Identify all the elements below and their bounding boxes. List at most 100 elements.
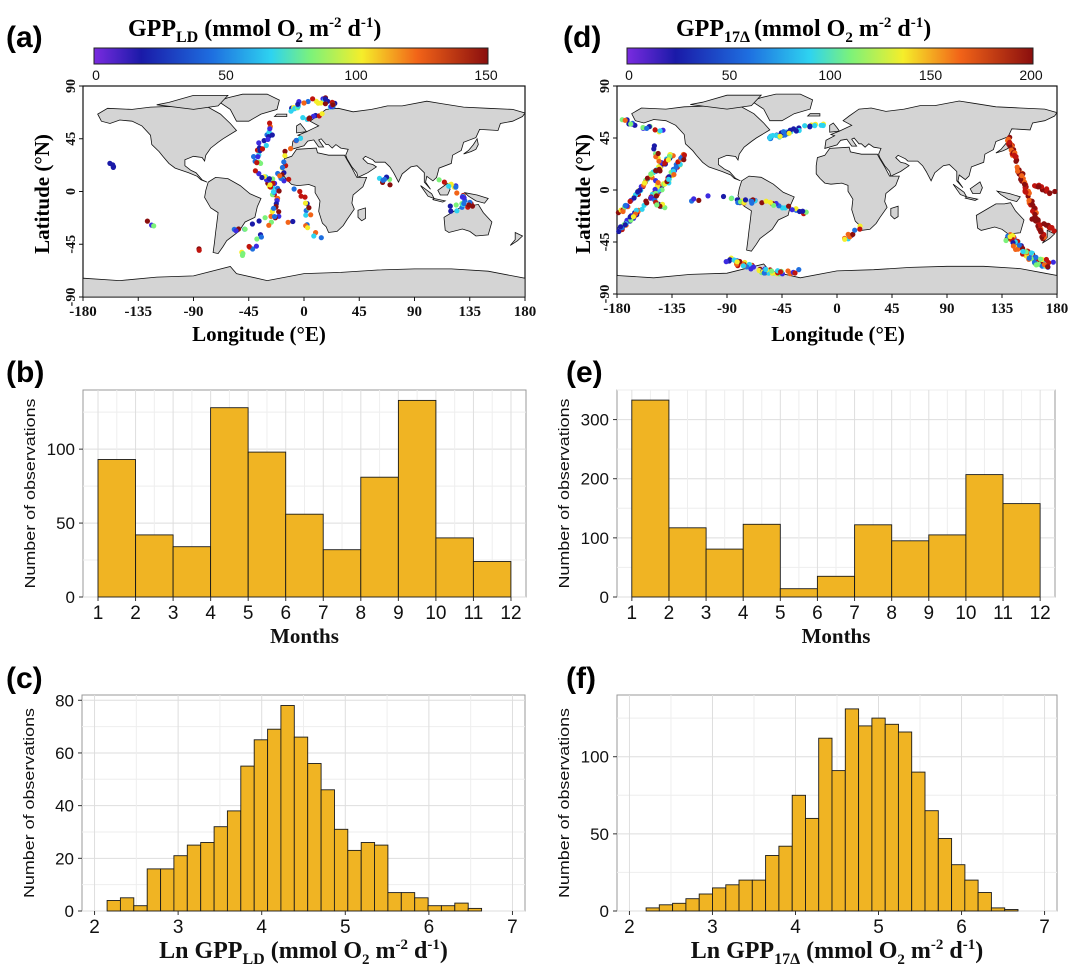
observation-point <box>622 222 628 228</box>
landmass <box>463 192 489 204</box>
observation-point <box>622 117 628 123</box>
observation-point <box>627 198 633 204</box>
observation-point <box>276 188 282 194</box>
y-tick-label: 0 <box>66 588 75 607</box>
y-tick-label: 300 <box>581 411 609 430</box>
observation-point <box>306 205 312 211</box>
landmass <box>282 147 368 233</box>
histogram-c: 0 20 40 60 80 2 3 4 5 6 7 Number of observations Ln … <box>21 691 526 964</box>
observation-point <box>265 136 271 142</box>
observation-point <box>852 227 858 233</box>
histogram-bar <box>293 736 309 912</box>
observation-point <box>319 111 325 117</box>
histogram-bar <box>924 810 939 912</box>
landmass <box>357 207 366 222</box>
observation-point <box>842 236 848 242</box>
map-x-tick-label: 45 <box>352 304 367 320</box>
observation-point <box>310 113 316 119</box>
observation-point <box>1026 198 1032 204</box>
observation-point <box>271 214 278 220</box>
observation-point <box>254 160 260 166</box>
observation-point <box>780 129 787 135</box>
observation-point <box>306 115 313 121</box>
map-y-tick-label: -45 <box>64 235 79 254</box>
y-axis-label: Number of observations <box>556 399 573 589</box>
histogram-bar <box>186 844 202 912</box>
observation-point <box>253 243 259 249</box>
observation-point <box>763 266 769 272</box>
observation-point <box>639 206 645 212</box>
observation-point <box>656 158 662 164</box>
observation-point <box>436 177 442 183</box>
colorbar-tick-label: 200 <box>1019 67 1043 83</box>
x-tick-label: 6 <box>956 917 967 938</box>
map-y-tick-label: 0 <box>598 187 613 194</box>
observation-point <box>271 205 277 211</box>
observation-point <box>448 208 454 214</box>
colorbar-tick-label: 50 <box>218 67 234 83</box>
histogram-bar <box>854 524 893 598</box>
observation-point <box>1036 184 1042 190</box>
y-tick-label: 80 <box>55 691 74 710</box>
x-tick-label: 3 <box>173 917 184 938</box>
histogram-bar <box>400 892 416 912</box>
y-tick-label: 50 <box>56 514 75 533</box>
observation-point <box>447 203 453 209</box>
observation-point <box>1052 188 1058 195</box>
colorbar-tick-label: 150 <box>919 67 943 83</box>
histogram-bar <box>884 723 899 912</box>
x-tick-label: 7 <box>1039 917 1050 938</box>
map-x-tick-label: -135 <box>125 304 153 320</box>
observation-point <box>666 176 672 182</box>
histogram-bar <box>911 771 926 912</box>
map-x-tick-label: -90 <box>184 304 204 320</box>
observation-point <box>786 130 792 136</box>
histogram-bar <box>247 451 287 598</box>
landmass <box>509 231 524 246</box>
bars <box>97 399 512 598</box>
observation-point <box>330 102 336 108</box>
observation-point <box>453 202 459 208</box>
observation-point <box>681 157 687 163</box>
panel-d: (d) GPP17Δ (mmol O2 m-2 d-1) 0 50 100 150 200 -… <box>563 15 1068 346</box>
landmass <box>690 94 763 110</box>
observation-point <box>1023 189 1029 195</box>
histogram-bar <box>133 905 148 912</box>
y-tick-label: 40 <box>55 797 74 816</box>
histogram-bar <box>805 817 820 912</box>
landmass <box>829 122 841 133</box>
observation-point <box>777 133 783 139</box>
map-y-tick-label: -90 <box>598 285 613 304</box>
y-tick-label: 100 <box>581 748 609 767</box>
map-y-tick-label: 90 <box>64 79 79 93</box>
x-tick-label: 10 <box>955 603 976 624</box>
panel-f: (f) 0 50 100 2 3 4 5 6 7 Number of observations Ln… <box>556 662 1058 964</box>
observation-point <box>1010 243 1017 249</box>
observation-point <box>469 203 476 209</box>
observation-point <box>240 250 246 257</box>
histogram-bar <box>816 575 855 598</box>
observation-point <box>277 173 283 179</box>
histogram-bar <box>1002 503 1041 598</box>
observation-point <box>705 193 711 199</box>
landmass <box>737 175 795 252</box>
observation-point <box>648 171 654 177</box>
observation-point <box>318 235 324 241</box>
observation-point <box>763 198 769 204</box>
observation-point <box>778 269 784 275</box>
observation-point <box>756 267 762 274</box>
landmass <box>890 205 899 220</box>
histogram-bar <box>937 838 953 912</box>
histogram-bar <box>990 907 1006 912</box>
y-tick-label: 0 <box>600 588 609 607</box>
map-x-tick-label: 135 <box>459 304 482 320</box>
observation-point <box>461 195 467 201</box>
observation-point <box>1037 256 1044 262</box>
observation-point <box>1007 139 1013 145</box>
histogram-bar <box>146 868 162 912</box>
observation-point <box>691 196 697 202</box>
map-y-tick-label: 90 <box>598 79 613 93</box>
landmass <box>995 190 1021 203</box>
